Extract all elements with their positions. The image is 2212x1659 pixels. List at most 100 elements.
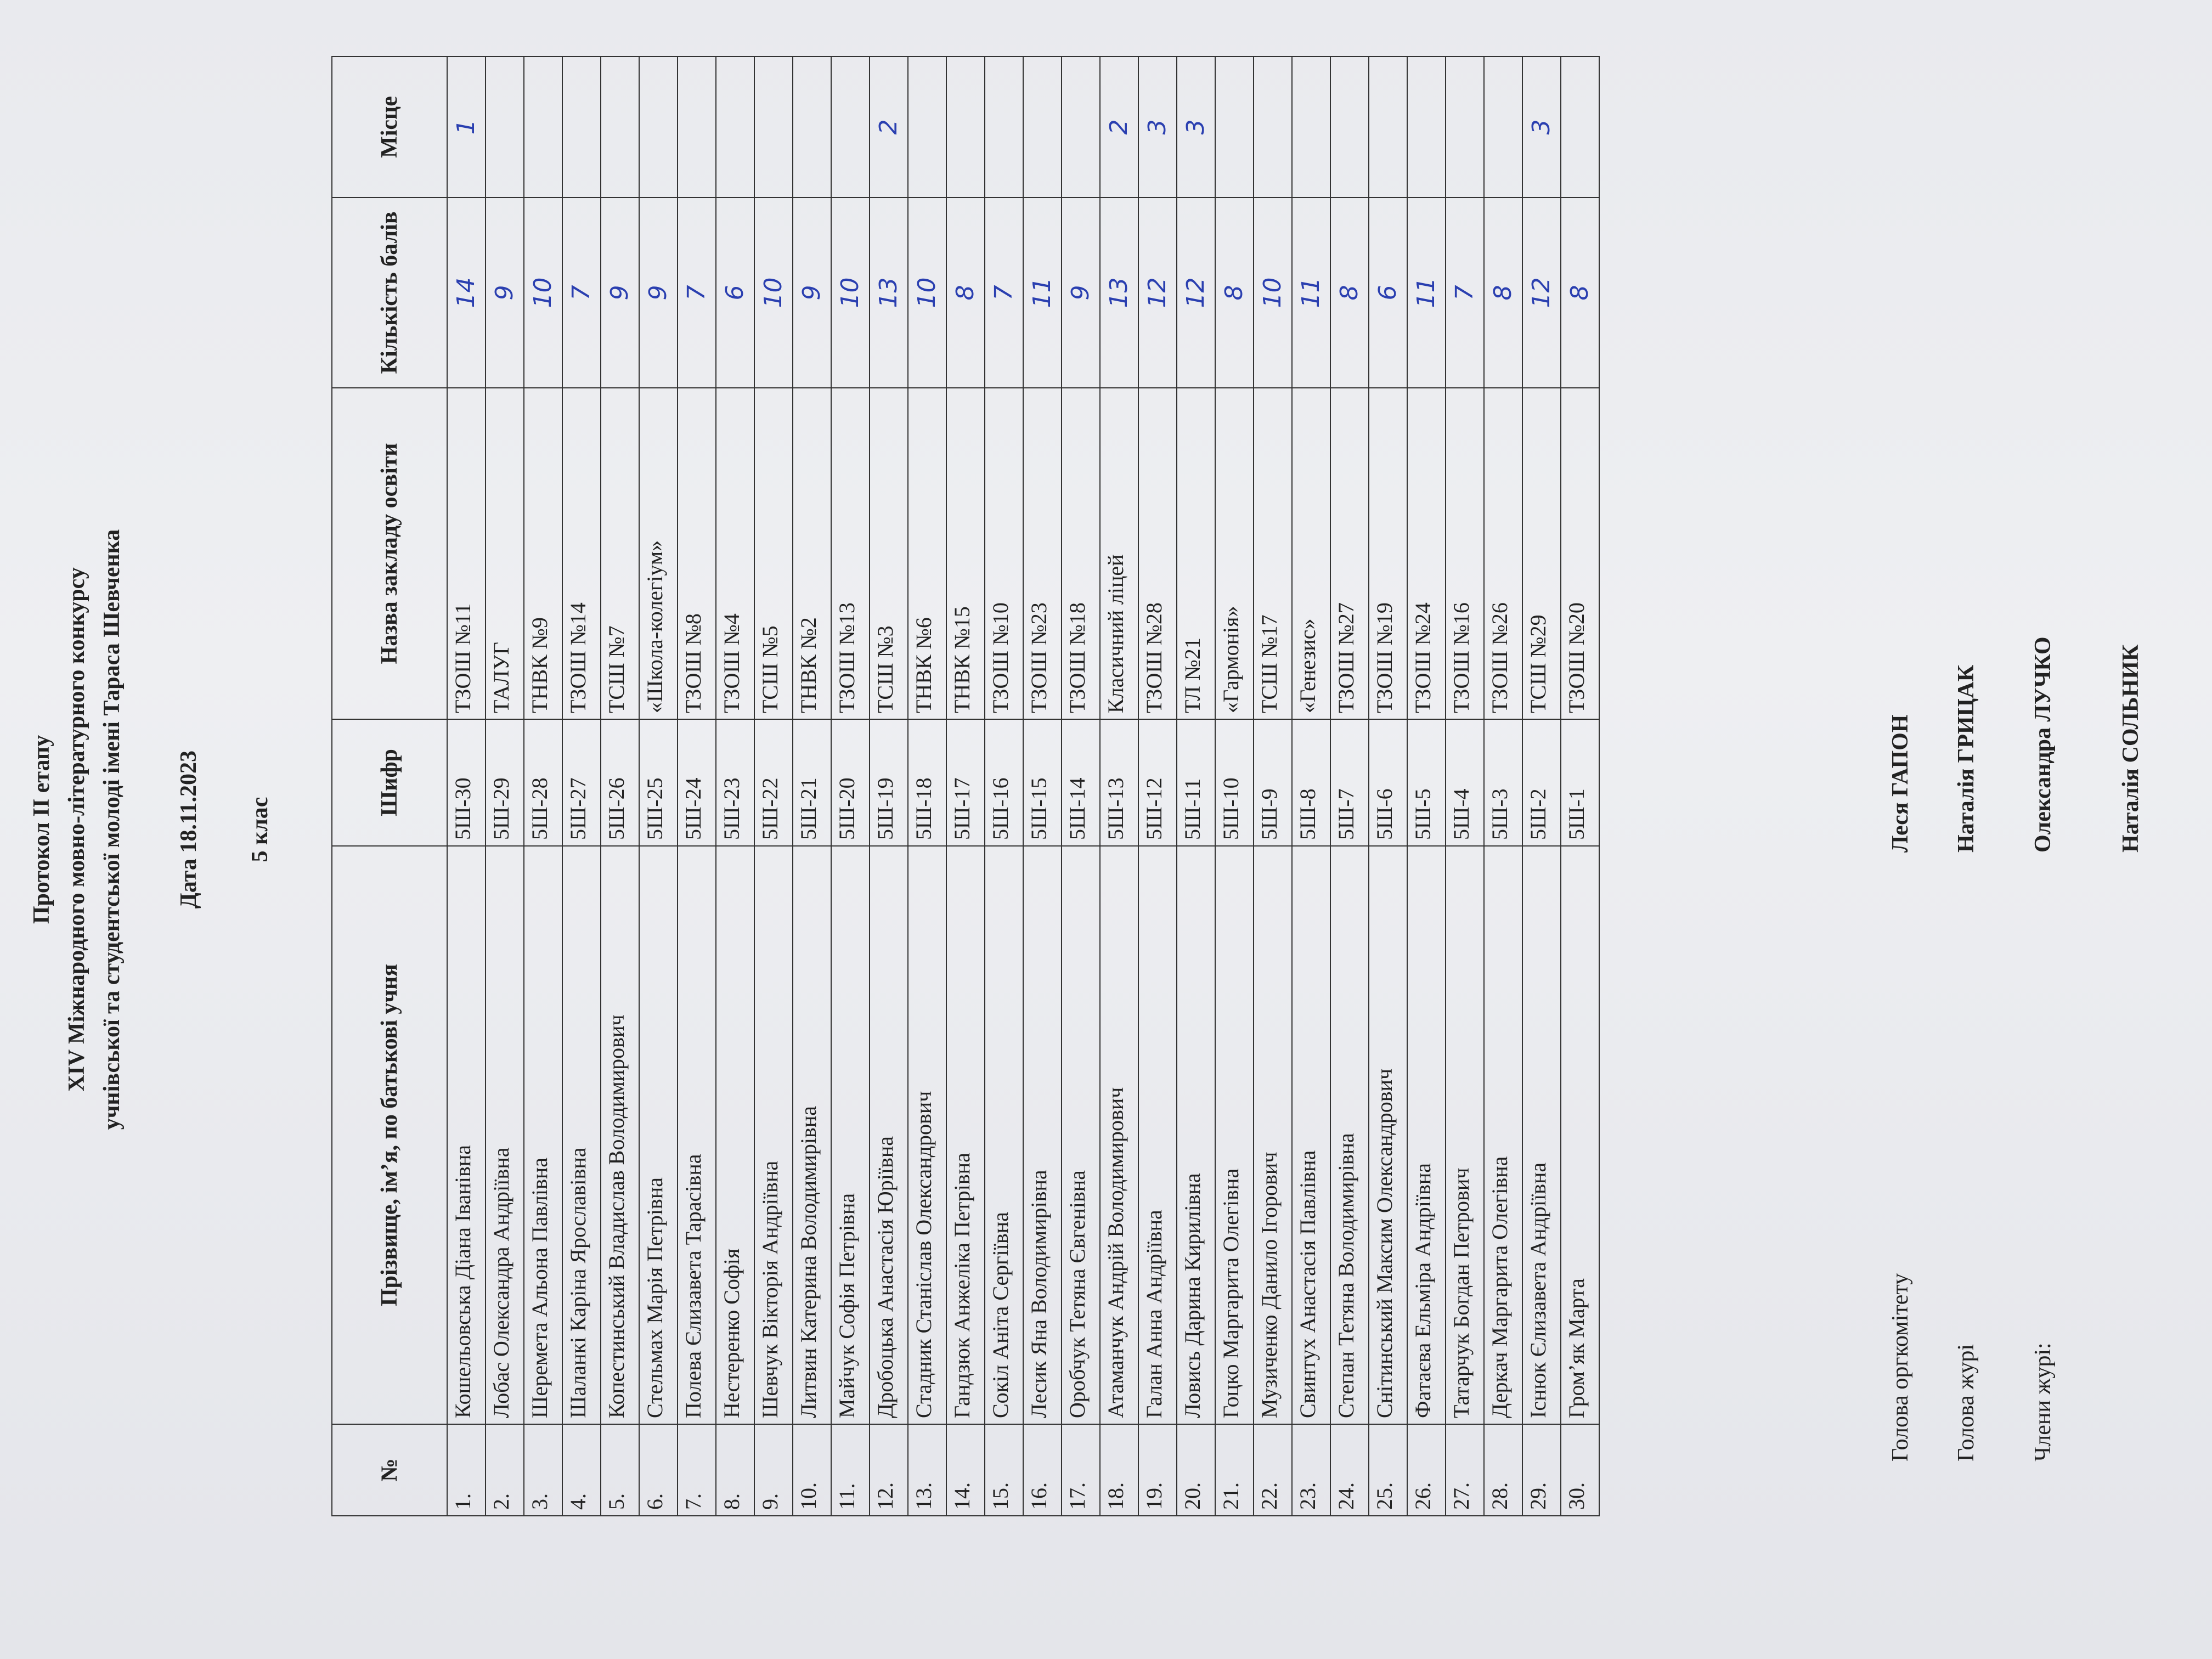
table-cell: 11. [831, 1424, 870, 1516]
signature-role: Голова журі [1954, 1344, 1979, 1462]
table-cell: ТНВК №2 [793, 388, 831, 719]
results-table: № Прізвище, ім’я, по батькові учня Шифр Наз… [331, 56, 1600, 1516]
table-cell: 10 [1254, 198, 1292, 388]
table-cell: 25. [1369, 1424, 1407, 1516]
table-row: 8. Нестеренко Софія 5Ш-23 ТЗОШ №4 6 [716, 57, 754, 1516]
table-row: 5. Копестинський Владислав Володимирович 5… [601, 57, 639, 1516]
table-cell: 5Ш-16 [985, 719, 1023, 846]
table-cell: 26. [1407, 1424, 1446, 1516]
table-cell: Існюк Єлизавета Андріївна [1522, 846, 1561, 1424]
table-cell: 27. [1446, 1424, 1484, 1516]
table-row: 24. Степан Тетяна Володимирівна 5Ш-7 ТЗОШ №… [1330, 57, 1369, 1516]
table-cell: 5Ш-19 [870, 719, 908, 846]
column-header: Назва закладу освіти [332, 388, 447, 719]
table-row: 12. Дробоцька Анастасія Юріївна 5Ш-19 ТСШ №… [870, 57, 908, 1516]
table-row: 1. Кошельовська Діана Іванівна 5Ш-30 ТЗОШ №… [447, 57, 486, 1516]
table-cell [985, 57, 1023, 198]
column-header: Кількість балів [332, 198, 447, 388]
table-cell: 5Ш-9 [1254, 719, 1292, 846]
table-row: 22. Музиченко Данило Ігорович 5Ш-9 ТСШ №17 1… [1254, 57, 1292, 1516]
table-row: 6. Стельмах Марія Петрівна 5Ш-25 «Школа-кол… [639, 57, 678, 1516]
table-row: 30. Гром’як Марта 5Ш-1 ТЗОШ №20 8 [1561, 57, 1599, 1516]
table-row: 23. Свинтух Анастасія Павлівна 5Ш-8 «Генези… [1292, 57, 1330, 1516]
table-cell: 13. [908, 1424, 946, 1516]
table-cell: 5Ш-17 [946, 719, 985, 846]
table-cell: 5Ш-28 [524, 719, 562, 846]
table-cell: 9 [486, 198, 524, 388]
table-cell: 7 [985, 198, 1023, 388]
table-cell: Галан Анна Андріївна [1138, 846, 1177, 1424]
table-cell: Стадник Станіслав Олександрович [908, 846, 946, 1424]
table-cell: 5Ш-3 [1484, 719, 1522, 846]
table-cell: 3 [1138, 57, 1177, 198]
table-row: 2. Лобас Олександра Андріївна 5Ш-29 ТАЛУГ 9 [486, 57, 524, 1516]
table-cell: «Школа-колегіум» [639, 388, 678, 719]
table-cell: Сокіл Аніта Сергіївна [985, 846, 1023, 1424]
table-cell: ТНВК №15 [946, 388, 985, 719]
table-cell: 3 [1177, 57, 1215, 198]
table-cell: 16. [1023, 1424, 1062, 1516]
table-cell: 2 [870, 57, 908, 198]
table-cell: 18. [1100, 1424, 1138, 1516]
table-cell: ТЗОШ №14 [562, 388, 601, 719]
table-row: 14. Гандзюк Анжеліка Петрівна 5Ш-17 ТНВК №1… [946, 57, 985, 1516]
signature-role: Голова оргкомітету [1888, 1273, 1913, 1462]
table-cell [1254, 57, 1292, 198]
table-cell: 5Ш-4 [1446, 719, 1484, 846]
table-cell [716, 57, 754, 198]
table-row: 3. Шеремета Альона Павлівна 5Ш-28 ТНВК №9 10 [524, 57, 562, 1516]
table-row: 19. Галан Анна Андріївна 5Ш-12 ТЗОШ №28 12 3 [1138, 57, 1177, 1516]
table-cell [1215, 57, 1254, 198]
table-cell: 2 [1100, 57, 1138, 198]
table-cell: Копестинський Владислав Володимирович [601, 846, 639, 1424]
table-cell: 5Ш-20 [831, 719, 870, 846]
table-cell [946, 57, 985, 198]
table-cell: Снітинський Максим Олександрович [1369, 846, 1407, 1424]
table-cell: 4. [562, 1424, 601, 1516]
table-cell: ТСШ №7 [601, 388, 639, 719]
table-row: 16. Лесик Яна Володимирівна 5Ш-15 ТЗОШ №23 1… [1023, 57, 1062, 1516]
table-cell: ТСШ №29 [1522, 388, 1561, 719]
table-cell: Нестеренко Софія [716, 846, 754, 1424]
table-cell: 5. [601, 1424, 639, 1516]
table-cell: ТСШ №3 [870, 388, 908, 719]
table-cell: 5Ш-15 [1023, 719, 1062, 846]
table-row: 17. Оробчук Тетяна Євгенівна 5Ш-14 ТЗОШ №18… [1062, 57, 1100, 1516]
table-cell: 8 [1330, 198, 1369, 388]
table-cell [1023, 57, 1062, 198]
table-cell: 5Ш-21 [793, 719, 831, 846]
table-cell: 5Ш-26 [601, 719, 639, 846]
table-cell: 22. [1254, 1424, 1292, 1516]
header-row: № Прізвище, ім’я, по батькові учня Шифр Наз… [332, 57, 447, 1516]
table-row: 11. Майчук Софія Петрівна 5Ш-20 ТЗОШ №13 10 [831, 57, 870, 1516]
table-cell: 23. [1292, 1424, 1330, 1516]
table-cell: 1 [447, 57, 486, 198]
table-cell: 9 [1062, 198, 1100, 388]
table-cell [678, 57, 716, 198]
table-cell: 19. [1138, 1424, 1177, 1516]
table-cell: 6 [716, 198, 754, 388]
table-cell: 5Ш-29 [486, 719, 524, 846]
table-row: 20. Ловись Дарина Кирилівна 5Ш-11 ТЛ №21 12 3 [1177, 57, 1215, 1516]
table-cell: 12 [1177, 198, 1215, 388]
table-cell: 8 [1215, 198, 1254, 388]
table-cell: 5Ш-2 [1522, 719, 1561, 846]
table-cell: 13 [870, 198, 908, 388]
table-cell: 7 [1446, 198, 1484, 388]
table-cell: ТСШ №5 [754, 388, 793, 719]
table-cell: ТЗОШ №27 [1330, 388, 1369, 719]
table-cell: 5Ш-22 [754, 719, 793, 846]
table-cell: 5Ш-30 [447, 719, 486, 846]
table-cell [601, 57, 639, 198]
table-cell: 28. [1484, 1424, 1522, 1516]
table-cell: ТЗОШ №23 [1023, 388, 1062, 719]
table-row: 18. Атаманчук Андрій Володимирович 5Ш-13 Кл… [1100, 57, 1138, 1516]
table-cell: 10 [524, 198, 562, 388]
date: Дата 18.11.2023 [176, 750, 201, 909]
table-cell: ТЗОШ №11 [447, 388, 486, 719]
table-cell: Атаманчук Андрій Володимирович [1100, 846, 1138, 1424]
table-cell: 21. [1215, 1424, 1254, 1516]
column-header: Прізвище, ім’я, по батькові учня [332, 846, 447, 1424]
